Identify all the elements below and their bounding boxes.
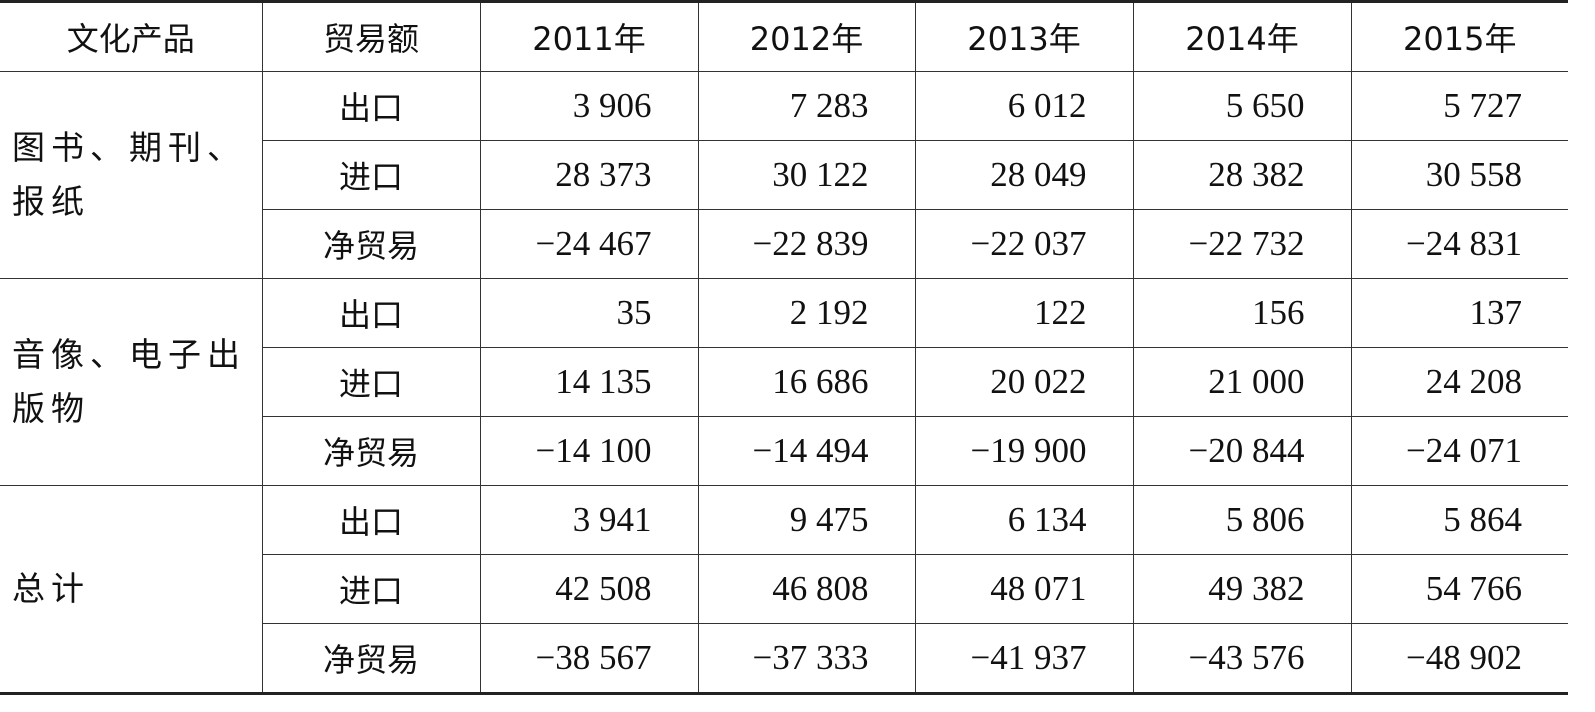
table-row: 净贸易 −38 567 −37 333 −41 937 −43 576 −48 902 [0,623,1568,694]
header-cell: 文化产品 [0,1,263,72]
value-cell: 137 [1350,278,1568,348]
value-cell: 20 022 [914,347,1134,417]
table-row: 音像、电子出版物 出口 35 2 192 122 156 137 [0,278,1568,486]
value-cell: 16 686 [697,347,916,417]
value-cell: 9 475 [697,485,916,555]
category-cell: 音像、电子出版物 [0,278,263,486]
value-cell: 6 134 [914,485,1134,555]
header-cell: 2015年 [1350,1,1568,72]
value-cell: 49 382 [1132,554,1352,624]
value-cell: 5 650 [1132,71,1352,141]
value-cell: 5 864 [1350,485,1568,555]
value-cell: 7 283 [697,71,916,141]
table-row: 进口 14 135 16 686 20 022 21 000 24 208 [0,347,1568,417]
trade-type-cell: 净贸易 [262,623,481,694]
value-cell: 21 000 [1132,347,1352,417]
table-row: 图书、期刊、报纸 出口 3 906 7 283 6 012 5 650 5 727 [0,71,1568,279]
value-cell: 48 071 [914,554,1134,624]
table-body: 图书、期刊、报纸 出口 3 906 7 283 6 012 5 650 5 727 进口 28 … [0,71,1568,694]
value-cell: −22 839 [697,209,916,279]
value-cell: −24 071 [1350,416,1568,486]
trade-type-cell: 进口 [262,347,481,417]
table-row: 进口 28 373 30 122 28 049 28 382 30 558 [0,140,1568,210]
value-cell: 6 012 [914,71,1134,141]
category-cell: 图书、期刊、报纸 [0,71,263,279]
value-cell: 54 766 [1350,554,1568,624]
header-cell: 2011年 [479,1,699,72]
value-cell: 46 808 [697,554,916,624]
value-cell: −48 902 [1350,623,1568,694]
trade-type-cell: 出口 [261,278,481,348]
value-cell: −19 900 [914,416,1134,486]
value-cell: −43 576 [1132,623,1352,694]
value-cell: 30 558 [1350,140,1568,210]
header-cell: 贸易额 [261,1,481,72]
header-cell: 2012年 [697,1,916,72]
value-cell: −24 831 [1350,209,1568,279]
value-cell: −38 567 [479,623,699,694]
trade-type-cell: 出口 [261,71,481,141]
header-row: 文化产品 贸易额 2011年 2012年 2013年 2014年 2015年 [0,1,1568,72]
value-cell: 28 373 [479,140,699,210]
trade-table: 文化产品 贸易额 2011年 2012年 2013年 2014年 2015年 图书、期刊、报… [0,0,1568,695]
trade-type-cell: 进口 [262,140,481,210]
value-cell: −41 937 [914,623,1134,694]
trade-type-cell: 进口 [262,554,481,624]
value-cell: 5 727 [1350,71,1568,141]
value-cell: 2 192 [697,278,916,348]
value-cell: 28 382 [1132,140,1352,210]
value-cell: −37 333 [697,623,916,694]
value-cell: 156 [1132,278,1352,348]
value-cell: 35 [479,278,699,348]
value-cell: 28 049 [914,140,1134,210]
value-cell: 3 906 [479,71,699,141]
value-cell: 42 508 [479,554,699,624]
table-row: 进口 42 508 46 808 48 071 49 382 54 766 [0,554,1568,624]
value-cell: −14 100 [479,416,699,486]
value-cell: −24 467 [479,209,699,279]
trade-type-cell: 净贸易 [262,209,481,279]
value-cell: 30 122 [697,140,916,210]
trade-type-cell: 净贸易 [262,416,481,486]
table-row: 总计 出口 3 941 9 475 6 134 5 806 5 864 [0,485,1568,694]
value-cell: −22 037 [914,209,1134,279]
category-cell: 总计 [0,485,263,694]
header-cell: 2014年 [1132,1,1352,72]
value-cell: 5 806 [1132,485,1352,555]
table-row: 净贸易 −24 467 −22 839 −22 037 −22 732 −24 831 [0,209,1568,279]
value-cell: 122 [914,278,1134,348]
value-cell: −20 844 [1132,416,1352,486]
value-cell: −22 732 [1132,209,1352,279]
value-cell: 3 941 [479,485,699,555]
value-cell: −14 494 [697,416,916,486]
value-cell: 24 208 [1350,347,1568,417]
value-cell: 14 135 [479,347,699,417]
trade-type-cell: 出口 [261,485,481,555]
header-cell: 2013年 [914,1,1134,72]
